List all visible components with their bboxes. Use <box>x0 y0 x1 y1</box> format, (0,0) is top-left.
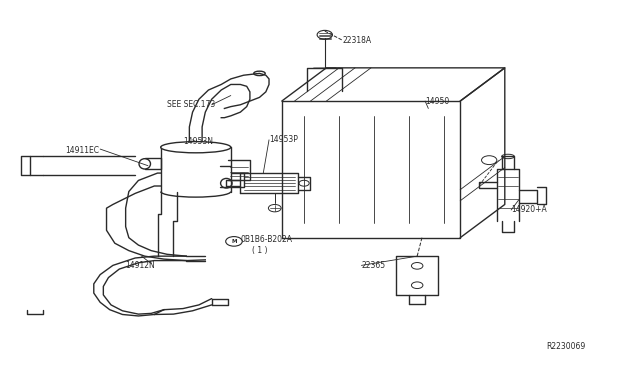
Text: 14912N: 14912N <box>125 261 156 270</box>
Text: 14950: 14950 <box>425 97 449 106</box>
Text: 14911EC: 14911EC <box>65 147 99 155</box>
Text: ( 1 ): ( 1 ) <box>252 246 268 255</box>
Ellipse shape <box>139 159 150 169</box>
Circle shape <box>412 282 423 289</box>
Ellipse shape <box>221 179 232 188</box>
Text: 0B1B6-B202A: 0B1B6-B202A <box>241 235 292 244</box>
Ellipse shape <box>253 71 265 76</box>
Ellipse shape <box>502 154 515 159</box>
Text: 14920+A: 14920+A <box>511 205 547 215</box>
Text: 14953P: 14953P <box>269 135 298 144</box>
Circle shape <box>481 156 497 164</box>
Circle shape <box>317 31 332 39</box>
Circle shape <box>268 205 281 212</box>
Text: M: M <box>231 239 237 244</box>
Text: 14953N: 14953N <box>183 137 213 146</box>
Ellipse shape <box>161 142 231 153</box>
Text: SEE SEC.173: SEE SEC.173 <box>167 100 215 109</box>
Circle shape <box>299 180 309 186</box>
Text: R2230069: R2230069 <box>546 342 586 351</box>
Circle shape <box>412 263 423 269</box>
Text: 22365: 22365 <box>362 261 385 270</box>
Text: 22318A: 22318A <box>342 36 371 45</box>
Circle shape <box>226 237 243 246</box>
